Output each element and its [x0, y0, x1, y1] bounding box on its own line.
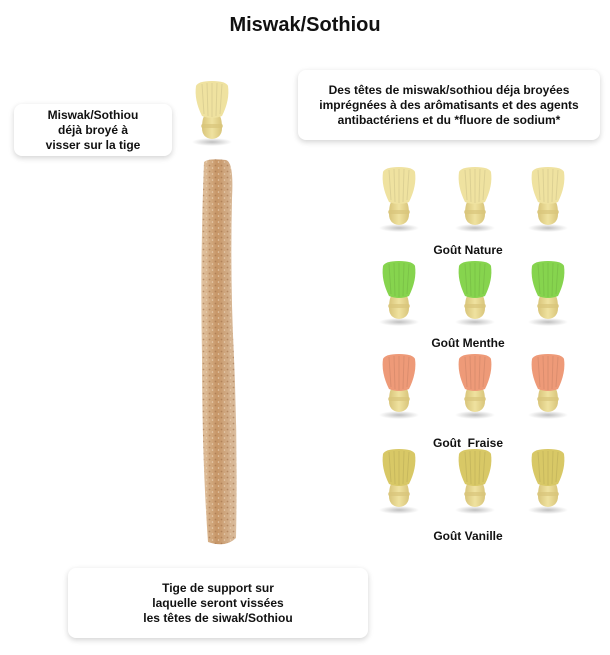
miswak-head-icon [453, 166, 497, 237]
miswak-stem-icon [201, 159, 237, 545]
miswak-head-icon [377, 260, 421, 331]
flavors-callout: Des têtes de miswak/sothiou déja broyées… [298, 70, 600, 140]
miswak-head-icon [377, 166, 421, 237]
flavor-label: Goût Vanille [433, 529, 503, 543]
miswak-head-icon [526, 448, 570, 519]
miswak-head-icon [453, 260, 497, 331]
head-callout: Miswak/Sothiou déjà broyé à visser sur l… [14, 104, 172, 156]
page-title: Miswak/Sothiou [229, 14, 381, 36]
miswak-head-icon [526, 353, 570, 424]
flavor-label: Goût Menthe [431, 336, 505, 350]
stem-callout: Tige de support sur laquelle seront viss… [68, 568, 368, 638]
flavor-label: Goût Fraise [432, 436, 503, 450]
miswak-head-icon [453, 353, 497, 424]
miswak-head-icon [377, 448, 421, 519]
miswak-head-icon [526, 260, 570, 331]
flavor-label: Goût Nature [433, 243, 503, 257]
miswak-head-icon [453, 448, 497, 519]
miswak-head-icon [526, 166, 570, 237]
miswak-head-icon [377, 353, 421, 424]
miswak-head-icon [190, 80, 234, 151]
